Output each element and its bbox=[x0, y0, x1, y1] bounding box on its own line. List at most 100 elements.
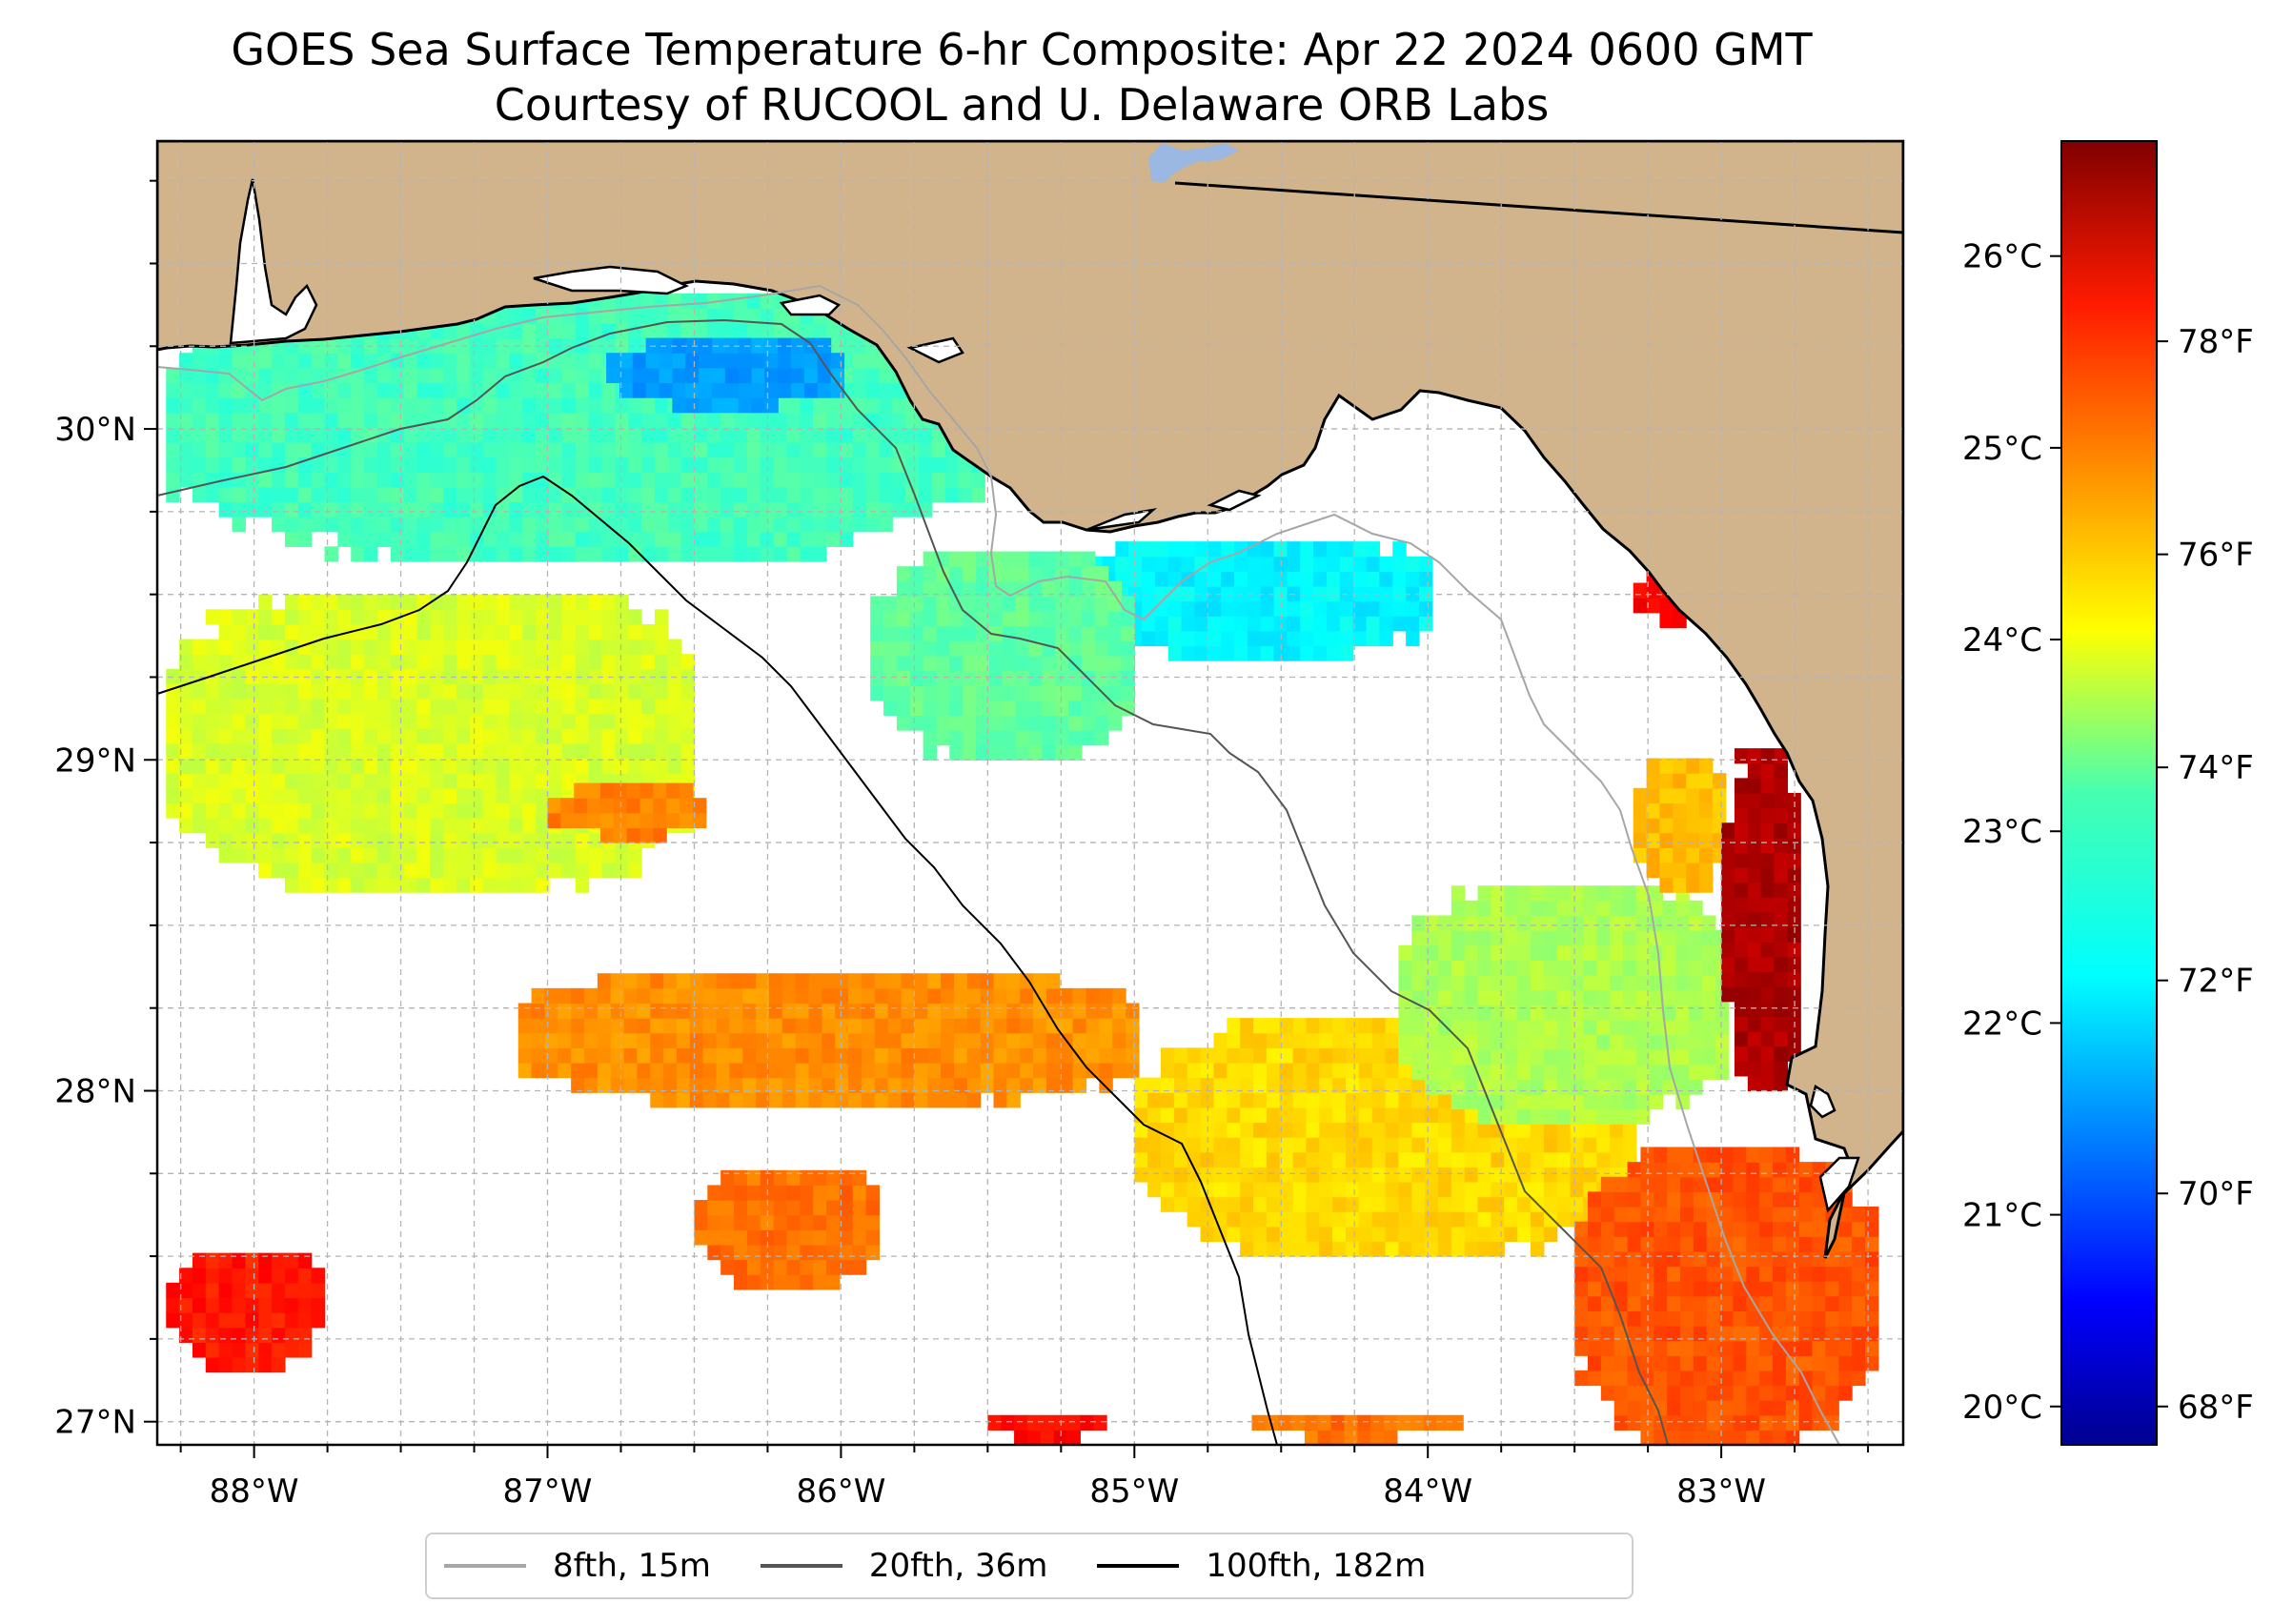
sst-pixel bbox=[1646, 787, 1661, 804]
sst-pixel bbox=[1398, 1137, 1412, 1153]
sst-pixel bbox=[549, 847, 563, 863]
sst-pixel bbox=[667, 322, 682, 339]
sst-pixel bbox=[702, 973, 718, 989]
sst-pixel bbox=[689, 1003, 704, 1019]
sst-pixel bbox=[1055, 551, 1069, 567]
sst-pixel bbox=[1491, 885, 1505, 902]
sst-pixel bbox=[218, 847, 233, 863]
sst-pixel bbox=[536, 877, 550, 893]
sst-pixel bbox=[1530, 1226, 1545, 1243]
sst-pixel bbox=[623, 1062, 639, 1079]
sst-pixel bbox=[1128, 541, 1143, 558]
sst-pixel bbox=[232, 623, 246, 640]
sst-pixel bbox=[615, 609, 629, 625]
sst-pixel bbox=[852, 1259, 867, 1275]
sst-pixel bbox=[1556, 885, 1572, 902]
sst-pixel bbox=[1425, 1034, 1439, 1050]
tampa-bay bbox=[1809, 1085, 1860, 1213]
sst-pixel bbox=[597, 987, 612, 1005]
sst-pixel bbox=[756, 1018, 770, 1034]
sst-pixel bbox=[457, 531, 471, 547]
sst-pixel bbox=[1107, 655, 1123, 672]
sst-pixel bbox=[376, 654, 392, 670]
sst-pixel bbox=[1081, 655, 1096, 672]
sst-pixel bbox=[1173, 1062, 1188, 1079]
sst-pixel bbox=[496, 832, 511, 848]
sst-pixel bbox=[297, 517, 313, 533]
sst-pixel bbox=[443, 683, 457, 700]
sst-pixel bbox=[1358, 1018, 1373, 1034]
longitude-axis: 88°W 87°W 86°W 85°W 84°W 83°W bbox=[179, 1445, 1870, 1511]
sst-pixel bbox=[549, 412, 563, 428]
sst-pixel bbox=[637, 987, 651, 1005]
sst-pixel bbox=[1477, 1005, 1492, 1021]
sst-pixel bbox=[403, 353, 418, 369]
sst-pixel bbox=[536, 683, 550, 700]
sst-pixel bbox=[949, 640, 964, 657]
sst-pixel bbox=[1339, 630, 1354, 647]
sst-pixel bbox=[1812, 1266, 1827, 1282]
sst-pixel bbox=[734, 517, 748, 533]
sst-pixel bbox=[1583, 989, 1597, 1005]
sst-pixel bbox=[1675, 930, 1690, 946]
sst-pixel bbox=[457, 877, 471, 893]
sst-pixel bbox=[1517, 1167, 1532, 1183]
sst-pixel bbox=[1033, 1018, 1047, 1034]
sst-pixel bbox=[615, 546, 629, 562]
sst-pixel bbox=[457, 802, 471, 819]
sst-pixel bbox=[443, 802, 457, 819]
sst-pixel bbox=[403, 654, 418, 670]
sst-pixel bbox=[561, 594, 577, 610]
sst-pixel bbox=[1366, 616, 1380, 632]
sst-pixel bbox=[1760, 762, 1776, 779]
sst-pixel bbox=[284, 802, 299, 819]
sst-pixel bbox=[179, 773, 193, 789]
sst-pixel bbox=[1627, 1266, 1642, 1282]
sst-pixel bbox=[610, 1018, 625, 1034]
sst-pixel bbox=[865, 1214, 881, 1230]
sst-pixel bbox=[1292, 1167, 1308, 1183]
sst-pixel bbox=[1596, 1093, 1611, 1110]
sst-pixel bbox=[351, 832, 365, 848]
sst-pixel bbox=[588, 594, 603, 610]
sst-pixel bbox=[1411, 1064, 1426, 1080]
sst-pixel bbox=[1200, 1211, 1215, 1228]
sst-pixel bbox=[1451, 1005, 1466, 1021]
sst-pixel bbox=[1570, 900, 1584, 917]
sst-pixel bbox=[1045, 987, 1061, 1005]
sst-pixel bbox=[680, 812, 694, 829]
sst-pixel bbox=[641, 427, 656, 443]
sst-pixel bbox=[1345, 1077, 1360, 1093]
sst-pixel bbox=[1227, 1047, 1241, 1064]
sst-pixel bbox=[1477, 1049, 1492, 1066]
sst-pixel bbox=[1287, 600, 1301, 617]
sst-pixel bbox=[839, 531, 854, 547]
sst-pixel bbox=[390, 397, 405, 414]
sst-pixel bbox=[1042, 655, 1056, 672]
sst-pixel bbox=[509, 457, 523, 473]
sst-pixel bbox=[597, 1062, 612, 1079]
sst-pixel bbox=[826, 531, 841, 547]
sst-pixel bbox=[1613, 1207, 1629, 1223]
sst-pixel bbox=[963, 566, 977, 582]
sst-pixel bbox=[509, 728, 523, 744]
sst-pixel bbox=[874, 1062, 889, 1079]
sst-pixel bbox=[1161, 1137, 1175, 1153]
sst-pixel bbox=[1451, 900, 1466, 917]
sst-pixel bbox=[192, 787, 207, 804]
sst-pixel bbox=[1213, 1062, 1228, 1079]
sst-pixel bbox=[218, 654, 233, 670]
sst-pixel bbox=[1287, 630, 1301, 647]
sst-pixel bbox=[1675, 989, 1690, 1005]
sst-pixel bbox=[496, 877, 511, 893]
sst-pixel bbox=[218, 832, 233, 848]
sst-pixel bbox=[284, 773, 299, 789]
sst-pixel bbox=[976, 596, 990, 612]
sst-pixel bbox=[1406, 585, 1420, 602]
sst-pixel bbox=[756, 1003, 770, 1019]
sst-pixel bbox=[813, 322, 827, 339]
sst-pixel bbox=[482, 877, 497, 893]
sst-pixel bbox=[1699, 847, 1714, 863]
sst-pixel bbox=[416, 427, 431, 443]
sst-pixel bbox=[1517, 1093, 1532, 1110]
